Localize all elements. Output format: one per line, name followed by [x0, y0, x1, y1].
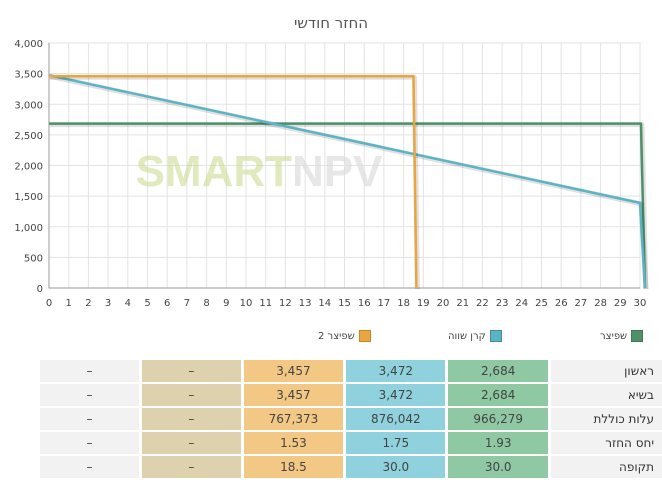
legend-item-equal-principal[interactable]: קרן שווה — [448, 328, 502, 344]
x-tick-label: 14 — [318, 298, 331, 309]
table-cell: 3,457 — [242, 360, 347, 383]
row-label: תקופה — [549, 455, 662, 480]
x-tick-label: 16 — [358, 298, 371, 309]
table-row: ראשון 2,684 3,472 3,457 – – — [40, 360, 662, 383]
x-tick-label: 29 — [614, 298, 627, 309]
row-label: יחס החזר — [549, 431, 662, 455]
table-cell: – — [40, 455, 142, 480]
y-tick-label: 1,500 — [14, 192, 43, 203]
series-line-2 — [48, 74, 647, 289]
series-line-1 — [49, 122, 647, 289]
x-tick-label: 20 — [437, 298, 450, 309]
y-tick-label: 3,500 — [14, 70, 43, 81]
y-axis-ticks: 0 500 1,000 1,500 2,000 2,500 3,000 3,500 4,000 — [14, 39, 43, 295]
x-tick-label: 3 — [105, 298, 111, 309]
legend-label-spitzer-2: שפיצר 2 — [318, 330, 355, 342]
table-cell: – — [140, 383, 244, 407]
x-tick-label: 25 — [535, 298, 548, 309]
watermark-npv: NPV — [292, 147, 383, 196]
row-label: ראשון — [549, 360, 662, 383]
table-cell: 2,684 — [446, 383, 551, 407]
table-cell: 876,042 — [344, 407, 449, 431]
x-tick-label: 0 — [46, 298, 52, 309]
y-tick-label: 2,000 — [14, 162, 43, 173]
chart-title: החזר חודשי — [294, 14, 368, 32]
y-tick-label: 3,000 — [14, 100, 43, 111]
x-tick-label: 5 — [144, 298, 150, 309]
table-cell: 30.0 — [446, 455, 551, 480]
table-row: בשיא 2,684 3,472 3,457 – – — [40, 383, 662, 407]
legend-label-equal-principal: קרן שווה — [448, 330, 486, 342]
monthly-payment-chart: החזר חודשי SMART NPV 0 1 2 3 4 5 6 7 8 9 10 11 12 13 1… — [14, 14, 649, 309]
y-tick-label: 4,000 — [14, 39, 43, 50]
x-tick-label: 11 — [259, 298, 272, 309]
table-cell: 1.93 — [446, 431, 551, 455]
x-tick-label: 7 — [184, 298, 190, 309]
table-cell: – — [140, 455, 244, 480]
legend-label-spitzer: שפיצר — [600, 330, 628, 342]
x-tick-label: 13 — [299, 298, 312, 309]
table-cell: – — [40, 407, 142, 431]
x-tick-label: 1 — [66, 298, 72, 309]
table-cell: 1.53 — [242, 431, 347, 455]
y-tick-label: 1,000 — [14, 223, 43, 234]
table-row: תקופה 30.0 30.0 18.5 – – — [40, 455, 662, 480]
x-tick-label: 24 — [515, 298, 528, 309]
summary-table: ראשון 2,684 3,472 3,457 – – בשיא 2,684 3… — [40, 360, 662, 480]
table-cell: 3,472 — [344, 383, 449, 407]
x-tick-label: 28 — [594, 298, 607, 309]
chart-series — [48, 73, 649, 290]
table-cell: 966,279 — [446, 407, 551, 431]
x-axis-ticks: 0 1 2 3 4 5 6 7 8 9 10 11 12 13 14 15 16 17 18 19 20 21 22 23 24… — [46, 298, 647, 309]
y-tick-label: 500 — [24, 253, 43, 264]
series-line-3 — [49, 75, 418, 289]
watermark-smart: SMART — [136, 147, 293, 196]
x-tick-label: 6 — [164, 298, 170, 309]
table-cell: 767,373 — [242, 407, 347, 431]
x-tick-label: 2 — [85, 298, 91, 309]
y-tick-label: 0 — [37, 284, 43, 295]
table-cell: – — [40, 431, 142, 455]
row-label: עלות כוללת — [549, 407, 662, 431]
x-tick-label: 17 — [378, 298, 391, 309]
table-cell: 3,457 — [242, 383, 347, 407]
x-tick-label: 8 — [203, 298, 209, 309]
table-cell: – — [40, 383, 142, 407]
table-cell: 18.5 — [242, 455, 347, 480]
legend-item-spitzer[interactable]: שפיצר — [600, 328, 644, 344]
x-tick-label: 18 — [397, 298, 410, 309]
table-cell: – — [140, 407, 244, 431]
chart-grid — [48, 42, 641, 289]
x-tick-label: 23 — [496, 298, 509, 309]
x-tick-label: 9 — [223, 298, 229, 309]
x-tick-label: 22 — [476, 298, 489, 309]
legend-swatch-spitzer-2 — [358, 330, 371, 342]
x-tick-label: 27 — [575, 298, 588, 309]
table-cell: – — [40, 360, 142, 383]
y-tick-label: 2,500 — [14, 131, 43, 142]
table-row: עלות כוללת 966,279 876,042 767,373 – – — [40, 407, 662, 431]
table-cell: – — [140, 431, 244, 455]
x-tick-label: 15 — [338, 298, 351, 309]
table-row: יחס החזר 1.93 1.75 1.53 – – — [40, 431, 662, 455]
x-tick-label: 4 — [125, 298, 131, 309]
x-tick-label: 26 — [555, 298, 568, 309]
row-label: בשיא — [549, 383, 662, 407]
legend-swatch-spitzer — [631, 330, 644, 342]
x-tick-label: 21 — [456, 298, 469, 309]
legend-swatch-equal-principal — [489, 330, 502, 342]
x-tick-label: 19 — [417, 298, 430, 309]
table-cell: 3,472 — [344, 360, 449, 383]
x-tick-label: 10 — [240, 298, 253, 309]
table-cell: – — [140, 360, 244, 383]
x-tick-label: 12 — [279, 298, 292, 309]
table-cell: 2,684 — [446, 360, 551, 383]
legend-item-spitzer-2[interactable]: שפיצר 2 — [318, 328, 371, 344]
x-tick-label: 30 — [634, 298, 647, 309]
table-cell: 1.75 — [344, 431, 449, 455]
table-cell: 30.0 — [344, 455, 449, 480]
watermark: SMART NPV — [136, 147, 384, 196]
